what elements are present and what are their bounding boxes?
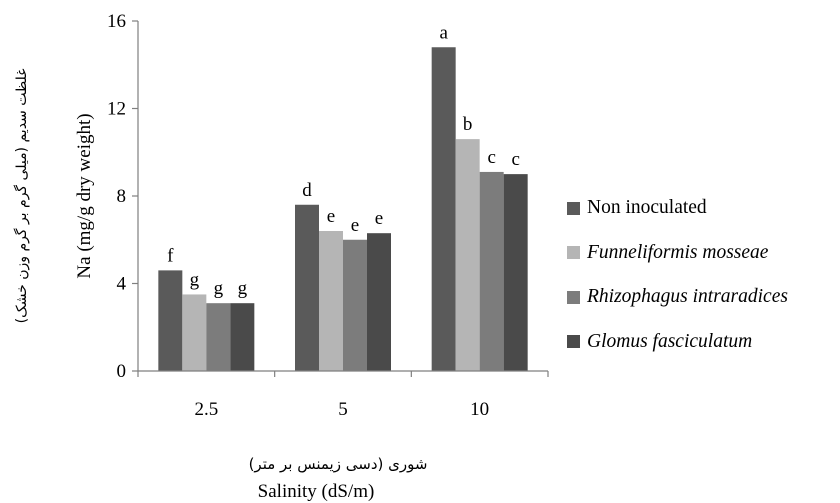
x-axis-label-persian: شوری (دسی زیمنس بر متر): [249, 455, 428, 473]
y-tick-label: 12: [107, 99, 126, 120]
legend: Non inoculated Funneliformis mosseae Rhi…: [567, 186, 788, 364]
legend-item: Funneliformis mosseae: [567, 231, 788, 276]
legend-label: Non inoculated: [587, 197, 707, 219]
significance-label: g: [190, 269, 200, 290]
significance-label: a: [439, 22, 448, 43]
significance-label: f: [167, 245, 174, 266]
bars: [158, 47, 528, 371]
legend-label: Rhizophagus intraradices: [587, 286, 788, 308]
legend-swatch: [567, 290, 580, 304]
y-axis-label-persian: غلظت سدیم (میلی گرم بر گرم وزن خشک): [13, 69, 30, 324]
bar: [367, 233, 391, 371]
bar: [182, 294, 207, 371]
y-axis-label: Na (mg/g dry weight): [74, 113, 95, 278]
bar: [431, 47, 456, 371]
significance-label: d: [302, 180, 312, 201]
legend-item: Non inoculated: [567, 186, 788, 231]
x-tick-label: 10: [470, 399, 489, 420]
bar: [503, 174, 528, 371]
bar: [295, 204, 319, 371]
x-tick-label: 2.5: [194, 399, 218, 420]
legend-swatch: [567, 335, 580, 349]
x-ticks: 2.5 5 10: [137, 371, 549, 420]
bar: [455, 139, 480, 371]
bar: [206, 303, 231, 371]
legend-swatch: [567, 246, 580, 260]
bar: [319, 231, 343, 371]
significance-label: e: [327, 206, 335, 227]
legend-label: Glomus fasciculatum: [587, 330, 753, 352]
significance-label: e: [375, 208, 383, 229]
bar: [479, 171, 504, 371]
bar: [158, 270, 183, 371]
legend-label: Funneliformis mosseae: [587, 241, 769, 263]
significance-label: c: [511, 149, 519, 170]
legend-swatch: [567, 201, 580, 215]
x-axis-label: Salinity (dS/m): [258, 481, 375, 502]
significance-label: g: [214, 278, 224, 299]
significance-label: g: [238, 278, 248, 299]
significance-label: c: [487, 147, 495, 168]
bar: [343, 239, 367, 371]
x-tick-label: 5: [338, 399, 348, 420]
legend-item: Glomus fasciculatum: [567, 320, 788, 365]
y-tick-label: 8: [117, 186, 127, 207]
significance-label: b: [463, 114, 473, 135]
significance-label: e: [351, 215, 359, 236]
y-tick-label: 4: [117, 274, 127, 295]
y-tick-label: 16: [107, 11, 126, 32]
legend-item: Rhizophagus intraradices: [567, 275, 788, 320]
bar: [230, 303, 255, 371]
y-tick-label: 0: [117, 361, 127, 382]
y-ticks: 0 4 8 12 16: [107, 11, 138, 382]
